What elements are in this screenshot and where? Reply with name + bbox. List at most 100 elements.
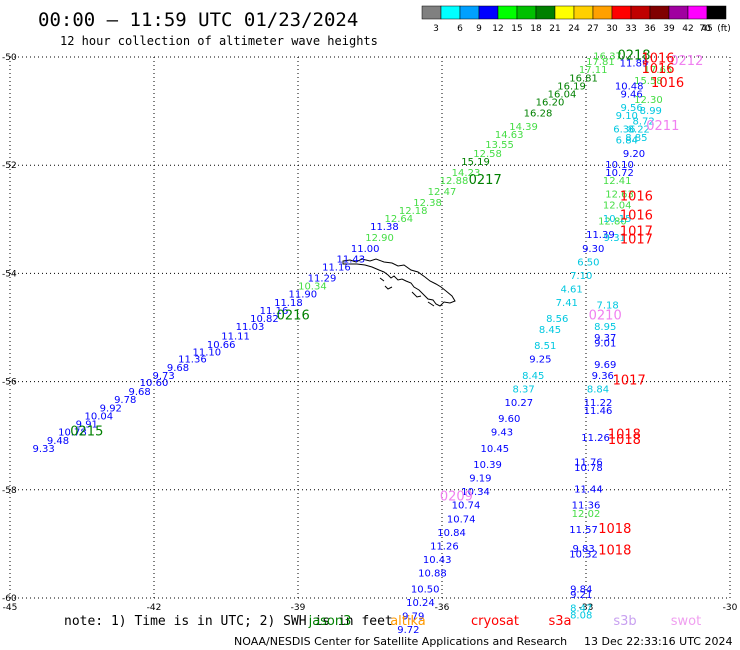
footer-timestamp: 13 Dec 22:33:16 UTC 2024	[584, 635, 732, 648]
pass-time-label: 1016	[641, 51, 674, 66]
scale-swatch	[668, 5, 689, 20]
wave-height-label: 9.84	[570, 585, 592, 596]
wave-height-label: 10.39	[473, 460, 502, 471]
scale-swatch	[573, 5, 594, 20]
x-tick-label: -45	[3, 603, 18, 613]
wave-height-label: 8.85	[625, 133, 647, 144]
x-tick-label: -42	[147, 603, 162, 613]
wave-height-label: 17.81	[586, 57, 615, 68]
scale-tick-label: 27	[587, 24, 598, 34]
wave-height-label: 9.20	[623, 149, 645, 160]
wave-height-label: 10.78	[574, 463, 603, 474]
scale-tick-label: 33	[625, 24, 636, 34]
scale-tick-label: 3	[433, 24, 439, 34]
wave-height-label: 11.18	[274, 298, 303, 309]
footer-note: note: 1) Time is in UTC; 2) SWH is in fe…	[64, 614, 393, 629]
wave-height-label: 11.90	[288, 290, 317, 301]
wave-height-label: 12.47	[428, 187, 457, 198]
scale-swatch	[592, 5, 613, 20]
scale-swatch	[554, 5, 575, 20]
wave-height-label: 10.74	[452, 501, 481, 512]
scale-swatch	[630, 5, 651, 20]
satellite-legend: jason3 altika cryosat s3a s3b swot	[308, 614, 702, 629]
y-tick-label: -52	[2, 161, 17, 171]
scale-swatch	[497, 5, 518, 20]
scale-tick-label: 21	[549, 24, 560, 34]
island-coastline-detail	[379, 277, 435, 307]
x-tick-label: -33	[579, 603, 594, 613]
wave-height-label: 10.45	[480, 444, 509, 455]
scale-swatch	[421, 5, 442, 20]
scale-swatch	[535, 5, 556, 20]
satellite-name-jason3: jason3	[308, 614, 352, 629]
wave-height-label: 15.58	[634, 76, 663, 87]
scale-tick-label: 15	[511, 24, 522, 34]
wave-height-label: 8.08	[570, 611, 592, 622]
wave-height-label: 9.21	[570, 590, 592, 601]
wave-height-label: 8.84	[587, 384, 609, 395]
wave-height-label: 11.76	[574, 457, 603, 468]
satellite-name-s3a: s3a	[548, 614, 571, 629]
wave-height-label: 8.22	[628, 125, 650, 136]
wave-height-label: 9.48	[47, 436, 69, 447]
footer-credit: NOAA/NESDIS Center for Satellite Applica…	[234, 635, 567, 648]
scale-unit-label: (ft)	[717, 24, 731, 34]
wave-height-label: 12.58	[473, 149, 502, 160]
wave-height-label: 16.19	[557, 81, 586, 92]
wave-height-label: 10.32	[569, 549, 598, 560]
wave-height-label: 11.43	[336, 255, 365, 266]
scale-tick-label: 18	[530, 24, 542, 34]
satellite-name-cryosat: cryosat	[471, 614, 519, 629]
wave-height-label: 16.37	[593, 52, 622, 63]
x-tick-label: -39	[291, 603, 306, 613]
scale-tick-label: 36	[644, 24, 656, 34]
pass-time-label: 0218	[617, 49, 650, 64]
wave-height-label: 9.30	[582, 244, 604, 255]
wave-height-label: 10.15	[603, 214, 632, 225]
wave-height-label: 9.19	[469, 474, 491, 485]
wave-height-label: 8.72	[632, 117, 654, 128]
wave-height-label: 9.37	[594, 333, 616, 344]
pass-time-label: 1017	[613, 373, 646, 388]
page-title: 00:00 — 11:59 UTC 01/23/2024	[38, 9, 358, 31]
wave-height-label: 10.43	[423, 555, 452, 566]
pass-time-label: 0210	[589, 308, 622, 323]
wave-height-label: 8.37	[512, 384, 534, 395]
wave-height-label: 11.36	[178, 355, 207, 366]
x-tick-label: -36	[435, 603, 450, 613]
y-tick-label: -56	[2, 378, 17, 388]
pass-time-label: 0211	[646, 119, 679, 134]
scale-tick-label: 42	[682, 24, 693, 34]
wave-height-label: 12.38	[413, 198, 442, 209]
pass-time-label: 1018	[608, 427, 641, 442]
scale-tick-label: 45	[701, 24, 712, 34]
wave-height-label: 9.73	[152, 371, 174, 382]
wave-height-label: 7.41	[556, 298, 578, 309]
pass-time-label: 1016	[641, 62, 674, 77]
wave-height-label: 16.04	[548, 90, 577, 101]
wave-height-label: 4.61	[560, 284, 582, 295]
wave-height-label: 9.31	[604, 233, 626, 244]
satellite-name-swot: swot	[671, 614, 701, 629]
y-tick-label: -54	[2, 269, 17, 279]
wave-height-label: 8.47	[570, 604, 592, 615]
wave-height-label: 12.02	[572, 509, 601, 520]
wave-height-label: 14.23	[452, 168, 481, 179]
wave-height-label: 8.56	[546, 314, 568, 325]
scale-tick-label: 9	[476, 24, 482, 34]
wave-height-label: 11.44	[574, 485, 603, 496]
wave-height-label: 9.25	[529, 355, 551, 366]
map-grid	[9, 56, 731, 599]
wave-height-label: 11.38	[370, 222, 399, 233]
wave-height-label: 17.11	[579, 65, 608, 76]
pass-time-label: 0217	[469, 173, 502, 188]
wave-height-label: 12.18	[399, 206, 428, 217]
pass-time-label: 1017	[620, 233, 653, 248]
wave-height-label: 9.10	[616, 111, 638, 122]
wave-height-label: 10.66	[207, 340, 236, 351]
wave-height-label: 11.10	[192, 348, 221, 359]
pass-time-label: 0215	[70, 425, 103, 440]
pass-time-label: 0216	[277, 308, 310, 323]
wave-height-label: 10.50	[411, 585, 440, 596]
